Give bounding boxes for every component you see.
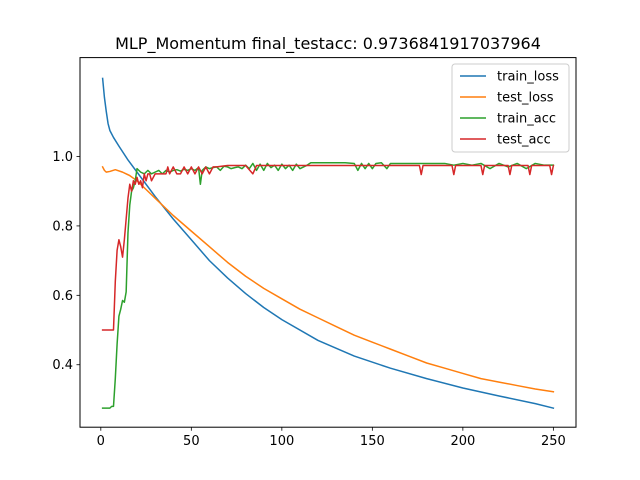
x-tick-label: 250	[541, 434, 566, 449]
legend: train_loss test_loss train_acc test_acc	[451, 63, 570, 153]
legend-box	[451, 63, 570, 153]
plot-frame	[79, 57, 577, 428]
chart-title: MLP_Momentum final_testacc: 0.9736841917…	[115, 34, 541, 54]
x-tick-label: 50	[183, 434, 200, 449]
legend-label-test-acc: test_acc	[497, 133, 551, 148]
series-line-test-loss	[101, 165, 555, 393]
y-tick-label: 1.0	[52, 150, 73, 165]
y-tick-label: 0.8	[52, 219, 73, 234]
y-axis: 0.4 0.6 0.8 1.0	[52, 150, 80, 373]
series-layer	[101, 77, 555, 410]
series-line-test-acc	[101, 164, 555, 331]
x-axis: 0 50 100 150 200 250	[97, 427, 566, 449]
legend-label-train-loss: train_loss	[497, 70, 559, 85]
y-tick-label: 0.4	[52, 358, 73, 373]
y-tick-label: 0.6	[52, 289, 73, 304]
x-tick-label: 200	[450, 434, 475, 449]
series-line-train-loss	[101, 77, 555, 410]
x-tick-label: 150	[360, 434, 385, 449]
legend-label-train-acc: train_acc	[497, 112, 556, 127]
x-tick-label: 100	[269, 434, 294, 449]
x-tick-label: 0	[97, 434, 105, 449]
legend-label-test-loss: test_loss	[497, 91, 554, 106]
